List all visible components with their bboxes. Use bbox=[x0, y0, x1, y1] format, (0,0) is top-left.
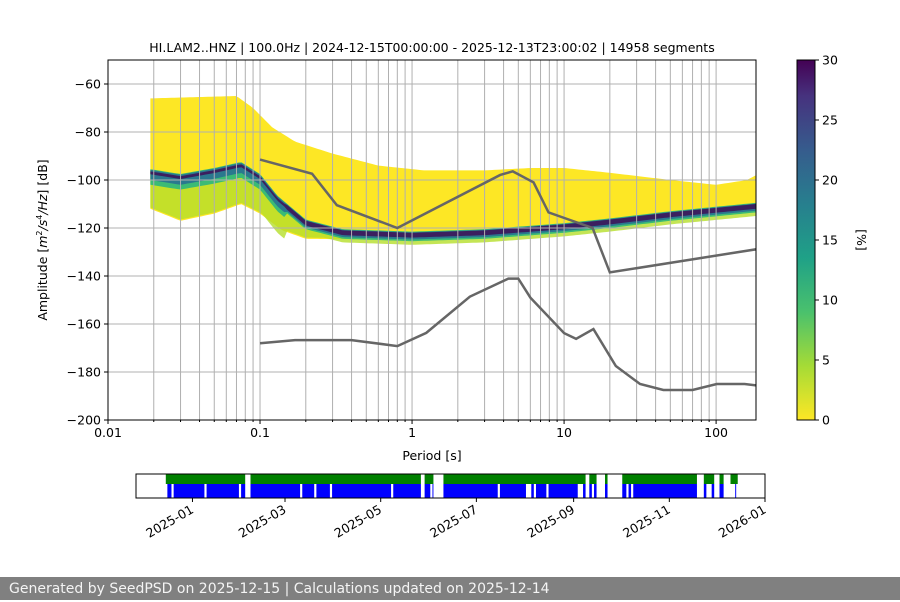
colorbar-tick-label: 25 bbox=[822, 113, 838, 128]
coverage-segment-green bbox=[719, 474, 724, 484]
coverage-segment-blue bbox=[703, 484, 707, 498]
coverage-segment-blue bbox=[605, 484, 608, 498]
coverage-segment-blue bbox=[622, 484, 627, 498]
coverage-segment-green bbox=[589, 474, 597, 484]
noise-model-lines bbox=[259, 158, 756, 392]
coverage-segment-blue bbox=[594, 484, 597, 498]
colorbar-tick-label: 0 bbox=[822, 413, 830, 428]
coverage-segment-green bbox=[424, 474, 434, 484]
y-tick-label: −160 bbox=[67, 317, 101, 332]
axes: 0.01 0.1 1 10 100 −200 −180 −160 −140 −120 −100 −80… bbox=[67, 77, 728, 441]
ppsd-envelope-yellow bbox=[150, 96, 756, 240]
x-tick-label: 1 bbox=[408, 425, 416, 440]
colorbar-gradient bbox=[796, 59, 816, 421]
coverage-segment-blue bbox=[535, 484, 547, 498]
coverage-segment-blue bbox=[499, 484, 526, 498]
high-noise-model-line bbox=[259, 158, 756, 274]
coverage-frame bbox=[135, 473, 766, 499]
y-tick-label: −100 bbox=[67, 173, 101, 188]
coverage-segment-green bbox=[165, 474, 246, 484]
x-tick-label: 10 bbox=[556, 425, 572, 440]
y-tick-label: −140 bbox=[67, 269, 101, 284]
coverage-segment-blue bbox=[250, 484, 301, 498]
y-tick-label: −180 bbox=[67, 365, 101, 380]
coverage-segment-blue bbox=[548, 484, 578, 498]
coverage-segment-green bbox=[622, 474, 697, 484]
y-tick-label: −120 bbox=[67, 221, 101, 236]
date-tick-label: 2025-09 bbox=[524, 502, 577, 541]
colorbar-tick-label: 20 bbox=[822, 173, 838, 188]
coverage-segment-blue bbox=[628, 484, 632, 498]
coverage-segment-blue bbox=[589, 484, 592, 498]
coverage-segment-green bbox=[443, 474, 586, 484]
data-coverage-timeline: 2025-01 2025-03 2025-05 2025-07 2025-09 2025-… bbox=[135, 473, 769, 541]
coverage-segment-green bbox=[703, 474, 715, 484]
x-tick-label: 0.1 bbox=[250, 425, 270, 440]
coverage-segment-green bbox=[730, 474, 738, 484]
x-tick-label: 0.01 bbox=[94, 425, 122, 440]
footer-text: Generated by SeedPSD on 2025-12-15 | Cal… bbox=[9, 581, 550, 597]
y-tick-label: −200 bbox=[67, 413, 101, 428]
coverage-segment-blue bbox=[432, 484, 434, 498]
low-noise-model-line bbox=[259, 277, 756, 392]
y-tick-label: −80 bbox=[75, 125, 101, 140]
chart-title: HI.LAM2..HNZ | 100.0Hz | 2024-12-15T00:0… bbox=[149, 40, 714, 55]
coverage-segment-blue bbox=[167, 484, 172, 498]
footer: Generated by SeedPSD on 2025-12-15 | Cal… bbox=[0, 577, 900, 600]
colorbar-label: [%] bbox=[854, 229, 869, 251]
coverage-segment-blue bbox=[443, 484, 498, 498]
date-tick-label: 2026-01 bbox=[716, 502, 769, 541]
colorbar-tick-label: 15 bbox=[822, 233, 838, 248]
date-tick-label: 2025-05 bbox=[331, 502, 384, 541]
x-tick-label: 100 bbox=[704, 425, 728, 440]
coverage-segment-blue bbox=[332, 484, 392, 498]
coverage-segment-blue bbox=[241, 484, 246, 498]
date-tick-label: 2025-01 bbox=[143, 502, 196, 541]
coverage-segment-blue bbox=[424, 484, 431, 498]
ppsd-heatmap bbox=[150, 96, 756, 245]
grid-lines bbox=[108, 60, 756, 421]
y-tick-label: −60 bbox=[75, 77, 101, 92]
coverage-segment-green bbox=[250, 474, 421, 484]
date-tick-label: 2025-07 bbox=[427, 502, 480, 541]
coverage-segment-blue bbox=[633, 484, 697, 498]
coverage-segment-blue bbox=[719, 484, 724, 498]
ppsd-mode-dark bbox=[150, 164, 756, 238]
coverage-segment-blue bbox=[531, 484, 534, 498]
coverage-segment-green bbox=[605, 474, 608, 484]
coverage-segment-blue bbox=[316, 484, 330, 498]
coverage-segment-blue bbox=[173, 484, 205, 498]
date-tick-label: 2025-11 bbox=[620, 502, 673, 541]
coverage-segment-blue bbox=[711, 484, 715, 498]
x-axis-label: Period [s] bbox=[402, 448, 461, 463]
date-tick-label: 2025-03 bbox=[236, 502, 289, 541]
colorbar: [%] 0 5 10 15 20 25 30 bbox=[796, 53, 869, 428]
colorbar-tick-label: 30 bbox=[822, 53, 838, 68]
colorbar-tick-label: 5 bbox=[822, 353, 830, 368]
plot-frame bbox=[107, 59, 757, 421]
colorbar-tick-label: 10 bbox=[822, 293, 838, 308]
coverage-segment-blue bbox=[206, 484, 239, 498]
coverage-segment-blue bbox=[302, 484, 315, 498]
coverage-segment-blue bbox=[583, 484, 586, 498]
coverage-segment-blue bbox=[735, 484, 737, 498]
coverage-segment-blue bbox=[393, 484, 421, 498]
y-axis-label: Amplitude [m2/s4/Hz] [dB] bbox=[35, 159, 50, 320]
